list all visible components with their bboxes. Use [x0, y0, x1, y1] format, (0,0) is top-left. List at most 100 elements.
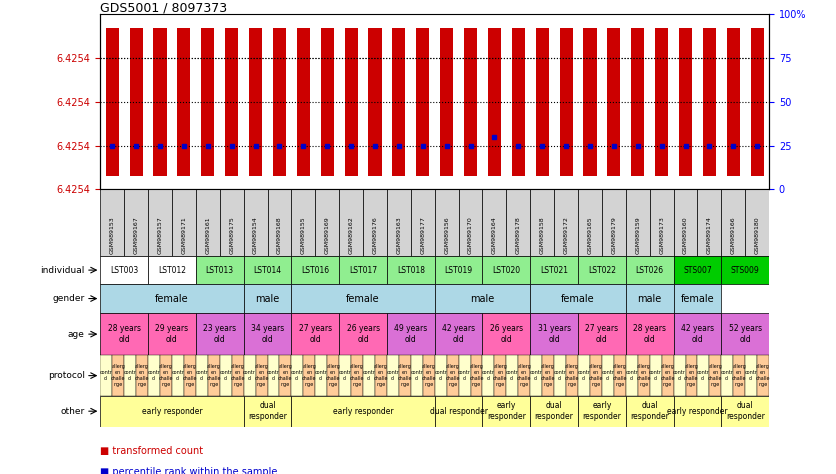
Bar: [112, 356, 125, 396]
Bar: [387, 256, 435, 284]
Bar: [697, 356, 710, 396]
Bar: [507, 190, 530, 256]
Text: allerg
en
challe
nge: allerg en challe nge: [636, 365, 651, 387]
Text: allerg
en
challe
nge: allerg en challe nge: [541, 365, 555, 387]
Bar: [488, 27, 501, 176]
Bar: [530, 256, 578, 284]
Bar: [243, 396, 292, 427]
Text: LST016: LST016: [301, 265, 329, 274]
Bar: [751, 27, 764, 176]
Bar: [243, 190, 268, 256]
Bar: [530, 396, 578, 427]
Text: GSM989165: GSM989165: [588, 216, 593, 254]
Text: GSM989163: GSM989163: [396, 216, 401, 254]
Text: contr
ol: contr ol: [458, 370, 471, 381]
Bar: [530, 284, 626, 313]
Bar: [375, 356, 387, 396]
Text: allerg
en
challe
nge: allerg en challe nge: [469, 365, 484, 387]
Bar: [745, 356, 757, 396]
Text: contr
ol: contr ol: [124, 370, 136, 381]
Text: allerg
en
challe
nge: allerg en challe nge: [231, 365, 245, 387]
Text: female: female: [681, 293, 714, 303]
Text: dual responder: dual responder: [430, 407, 487, 416]
Text: allerg
en
challe
nge: allerg en challe nge: [159, 365, 173, 387]
Text: LST014: LST014: [253, 265, 282, 274]
Bar: [566, 356, 578, 396]
Text: contr
ol: contr ol: [434, 370, 447, 381]
Bar: [697, 190, 721, 256]
Text: dual
responder: dual responder: [535, 401, 573, 421]
Text: LST021: LST021: [540, 265, 568, 274]
Bar: [292, 313, 339, 356]
Text: GSM989162: GSM989162: [349, 216, 354, 254]
Bar: [339, 256, 387, 284]
Text: LST018: LST018: [397, 265, 425, 274]
Text: 27 years
old: 27 years old: [585, 324, 619, 344]
Bar: [655, 27, 668, 176]
Text: allerg
en
challe
nge: allerg en challe nge: [254, 365, 269, 387]
Bar: [339, 356, 351, 396]
Text: STS007: STS007: [683, 265, 711, 274]
Bar: [721, 256, 769, 284]
Text: 42 years
old: 42 years old: [442, 324, 475, 344]
Bar: [292, 284, 435, 313]
Text: GSM989158: GSM989158: [540, 216, 545, 254]
Bar: [292, 256, 339, 284]
Bar: [196, 356, 208, 396]
Bar: [631, 27, 645, 176]
Text: allerg
en
challe
nge: allerg en challe nge: [732, 365, 747, 387]
Text: GSM989171: GSM989171: [181, 216, 186, 254]
Bar: [482, 396, 530, 427]
Text: contr
ol: contr ol: [171, 370, 185, 381]
Bar: [292, 356, 303, 396]
Bar: [530, 356, 543, 396]
Bar: [578, 396, 626, 427]
Bar: [554, 356, 566, 396]
Text: allerg
en
challe
nge: allerg en challe nge: [302, 365, 317, 387]
Bar: [674, 284, 721, 313]
Text: contr
ol: contr ol: [553, 370, 567, 381]
Text: female: female: [346, 293, 380, 303]
Bar: [554, 190, 578, 256]
Bar: [292, 190, 315, 256]
Text: contr
ol: contr ol: [697, 370, 710, 381]
Text: contr
ol: contr ol: [650, 370, 662, 381]
Text: GSM989154: GSM989154: [253, 216, 258, 254]
Text: contr
ol: contr ol: [99, 370, 113, 381]
Text: allerg
en
challe
nge: allerg en challe nge: [135, 365, 150, 387]
Bar: [614, 356, 626, 396]
Bar: [757, 356, 769, 396]
Bar: [100, 313, 148, 356]
Text: contr
ol: contr ol: [530, 370, 543, 381]
Bar: [721, 356, 733, 396]
Text: allerg
en
challe
nge: allerg en challe nge: [206, 365, 221, 387]
Bar: [435, 356, 446, 396]
Text: GSM989160: GSM989160: [683, 216, 688, 254]
Bar: [160, 356, 172, 396]
Text: GSM989169: GSM989169: [324, 216, 329, 254]
Text: STS009: STS009: [731, 265, 760, 274]
Text: 26 years
old: 26 years old: [346, 324, 380, 344]
Text: allerg
en
challe
nge: allerg en challe nge: [517, 365, 532, 387]
Text: LST022: LST022: [588, 265, 616, 274]
Bar: [703, 27, 716, 176]
Bar: [638, 356, 650, 396]
Bar: [459, 190, 482, 256]
Text: GSM989174: GSM989174: [707, 216, 712, 254]
Text: 26 years
old: 26 years old: [490, 324, 523, 344]
Text: LST003: LST003: [110, 265, 138, 274]
Bar: [530, 313, 578, 356]
Bar: [292, 396, 435, 427]
Text: GSM989153: GSM989153: [110, 216, 115, 254]
Bar: [446, 356, 459, 396]
Bar: [626, 313, 674, 356]
Bar: [674, 313, 721, 356]
Bar: [578, 256, 626, 284]
Text: allerg
en
challe
nge: allerg en challe nge: [613, 365, 627, 387]
Bar: [148, 256, 196, 284]
Bar: [363, 190, 387, 256]
Bar: [590, 356, 602, 396]
Bar: [201, 27, 214, 176]
Bar: [243, 313, 292, 356]
Text: LST019: LST019: [445, 265, 472, 274]
